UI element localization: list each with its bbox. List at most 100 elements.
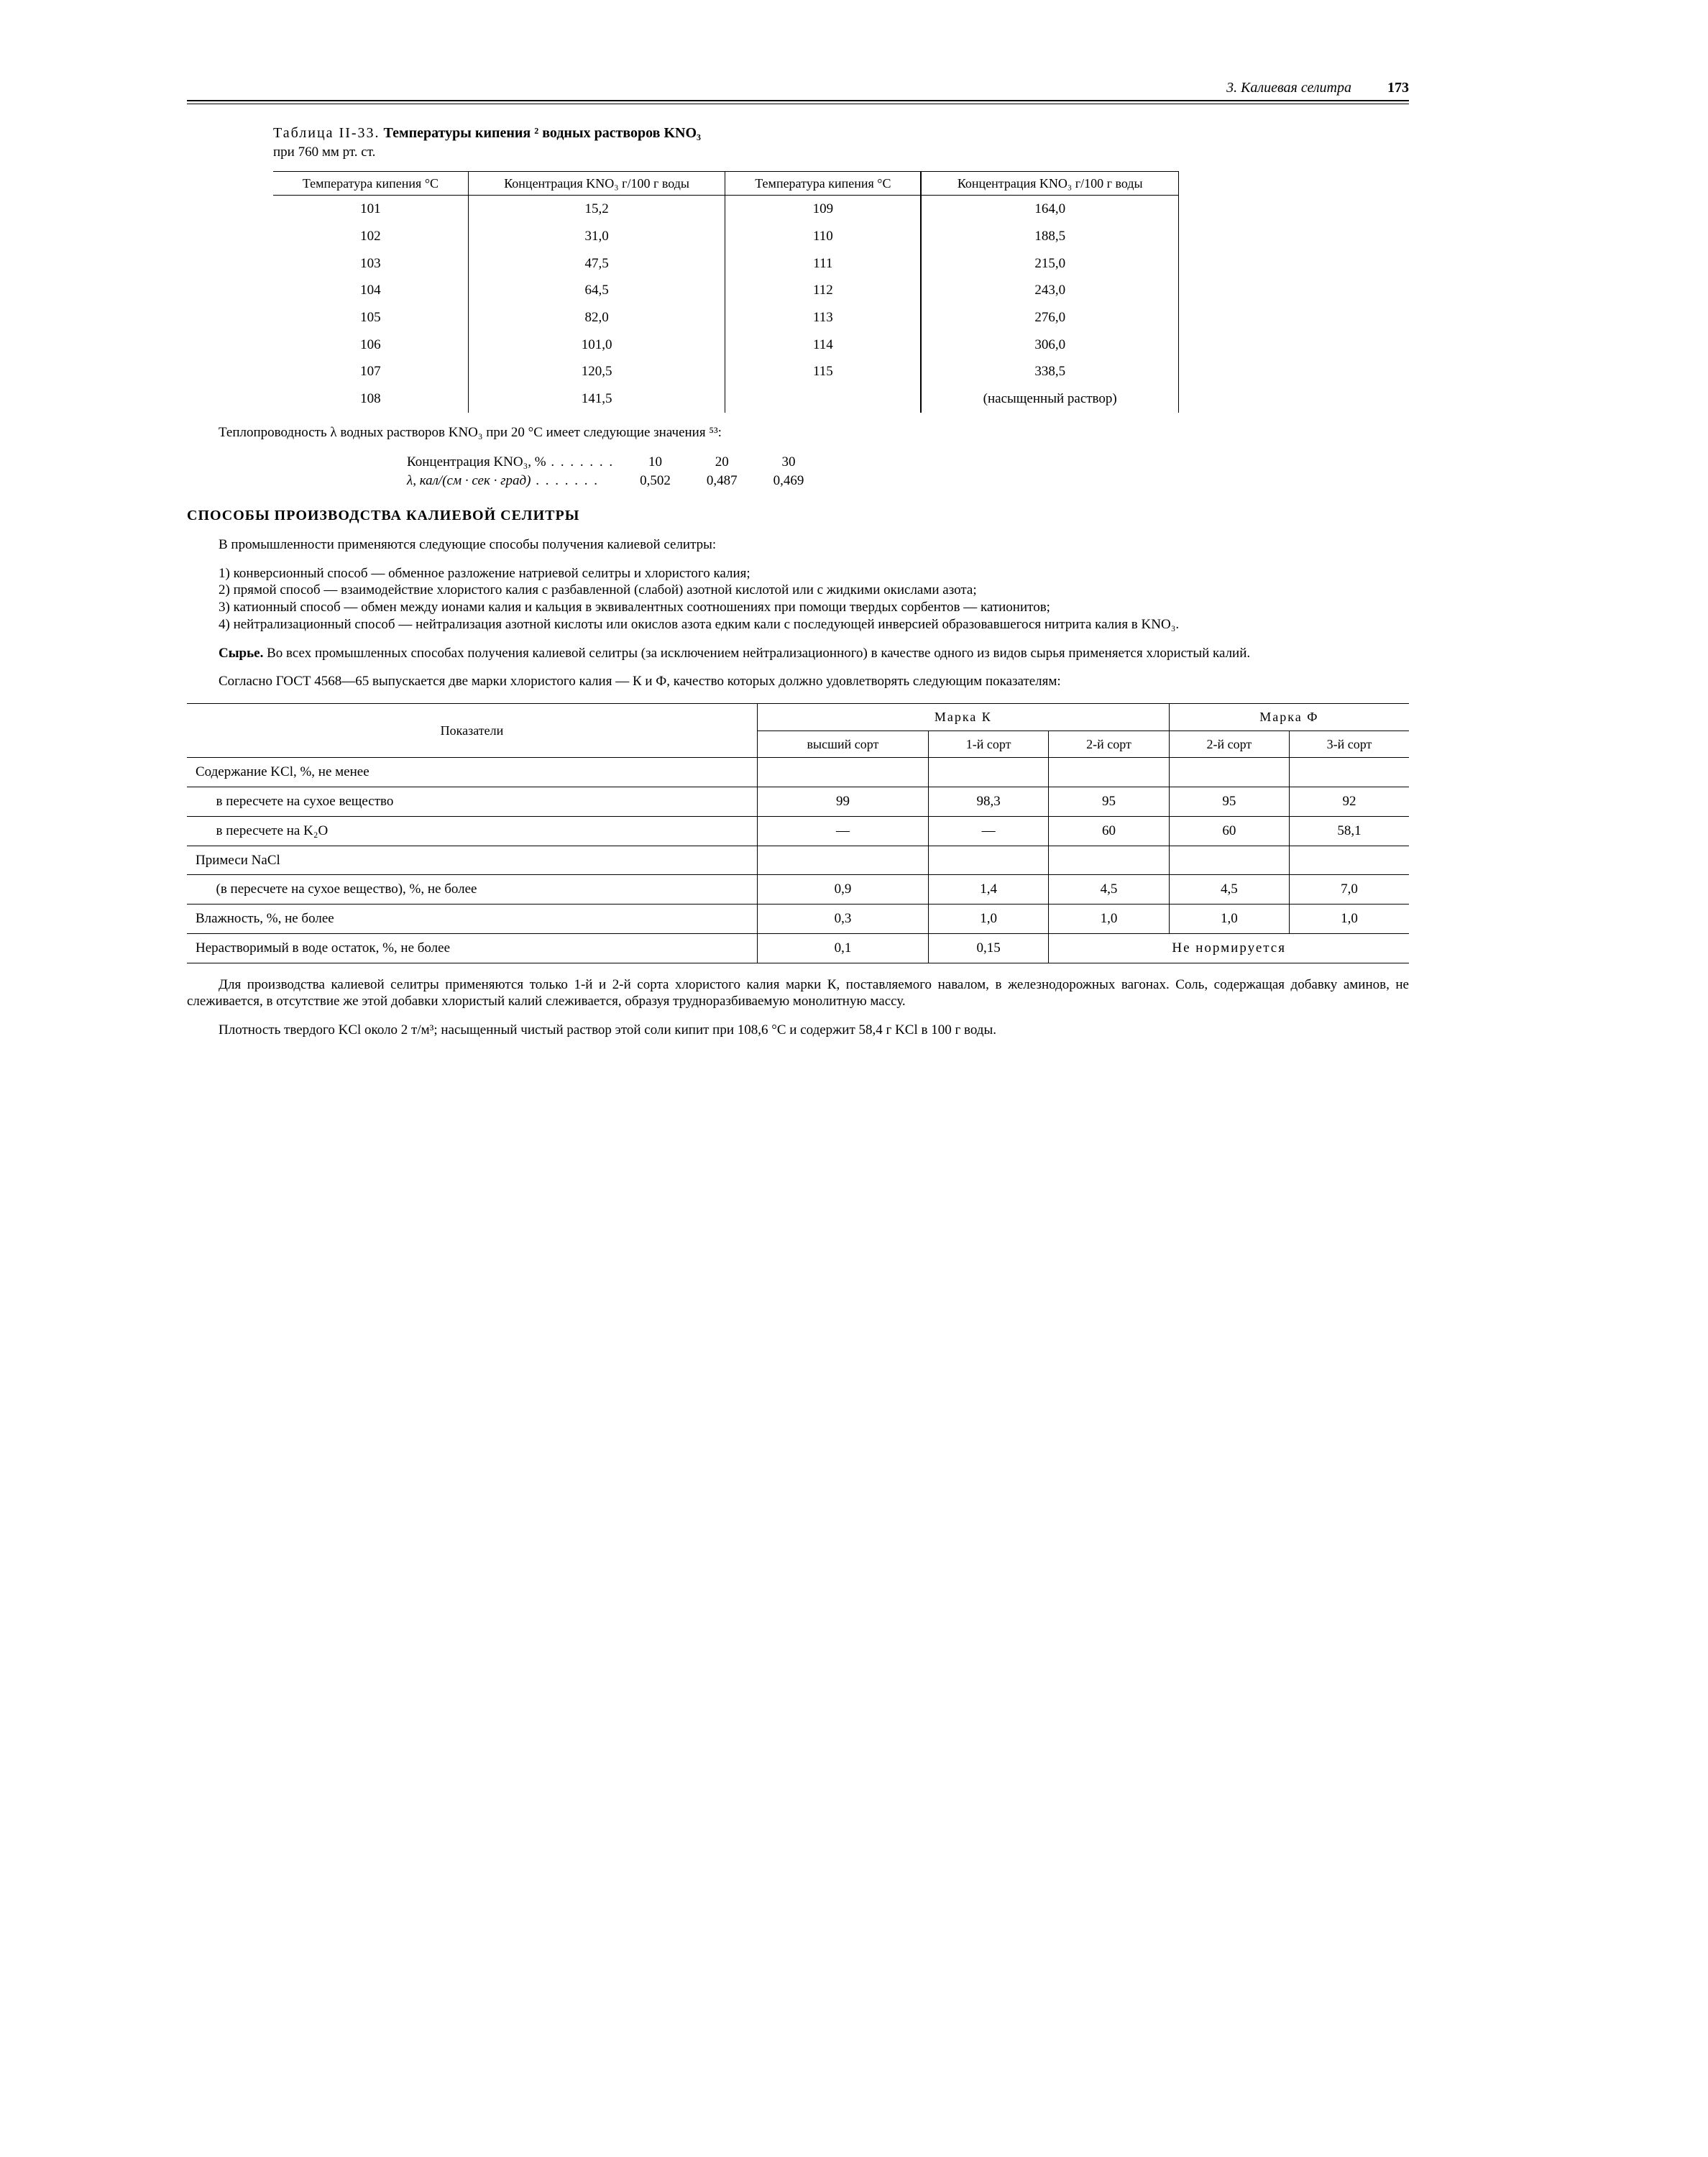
t2-cell: —	[757, 816, 928, 846]
table33-number: Таблица II-33.	[273, 125, 380, 141]
t2-cell	[1169, 758, 1289, 787]
t33-cell: 101,0	[468, 331, 725, 359]
t2-row-label: Нерастворимый в воде остаток, %, не боле…	[187, 933, 757, 963]
t2-cell: 0,3	[757, 905, 928, 934]
tt-r2-v3: 0,469	[756, 472, 822, 490]
t2-row-label: Содержание KCl, %, не менее	[187, 758, 757, 787]
t33-cell: 164,0	[921, 196, 1178, 223]
t2-cell	[1049, 846, 1169, 875]
t2-cell	[1049, 758, 1169, 787]
method-2: 2) прямой способ — взаимодействие хлорис…	[187, 582, 1409, 599]
tt-r1-v2: 20	[689, 454, 755, 471]
tt-r1-label: Концентрация KNO₃, %	[390, 454, 621, 471]
t2-cell: 99	[757, 787, 928, 817]
tt-r2-v2: 0,487	[689, 472, 755, 490]
method-1: 1) конверсионный способ — обменное разло…	[187, 565, 1409, 582]
t33-h2: Концентрация KNO₃ г/100 г воды	[468, 171, 725, 196]
t2-h-c1: высший сорт	[757, 731, 928, 758]
t2-row-label: в пересчете на K₂O	[187, 816, 757, 846]
t33-cell: 276,0	[921, 304, 1178, 331]
t33-cell: 103	[273, 250, 468, 278]
page: 3. Калиевая селитра 173 Таблица II-33. Т…	[187, 79, 1409, 1039]
t2-cell: 95	[1049, 787, 1169, 817]
t2-row-label: в пересчете на сухое вещество	[187, 787, 757, 817]
method-4: 4) нейтрализационный способ — нейтрализа…	[187, 616, 1409, 633]
t2-cell	[757, 758, 928, 787]
t2-cell	[929, 846, 1049, 875]
t33-cell: 114	[725, 331, 922, 359]
section-title: 3. Калиевая селитра	[1226, 79, 1351, 97]
t2-cell: 1,4	[929, 875, 1049, 905]
t2-cell: 4,5	[1169, 875, 1289, 905]
t33-cell: (насыщенный раствор)	[921, 385, 1178, 413]
t2-cell	[757, 846, 928, 875]
t33-cell: 111	[725, 250, 922, 278]
t2-h-indicator: Показатели	[187, 704, 757, 758]
t2-cell: 1,0	[1049, 905, 1169, 934]
thermal-intro: Теплопроводность λ водных растворов KNO₃…	[187, 424, 1409, 441]
t33-cell: 113	[725, 304, 922, 331]
t33-cell: 107	[273, 358, 468, 385]
t2-cell: —	[929, 816, 1049, 846]
t2-cell: 60	[1169, 816, 1289, 846]
t33-cell: 31,0	[468, 223, 725, 250]
t2-h-c5: 3-й сорт	[1290, 731, 1409, 758]
t33-cell: 47,5	[468, 250, 725, 278]
t33-cell: 105	[273, 304, 468, 331]
t33-cell: 338,5	[921, 358, 1178, 385]
thermal-table: Концентрация KNO₃, % 10 20 30 λ, кал/(см…	[388, 452, 822, 491]
t33-h3: Температура кипения °C	[725, 171, 922, 196]
kcl-quality-table: Показатели Марка К Марка Ф высший сорт 1…	[187, 703, 1409, 963]
t2-cell: 92	[1290, 787, 1409, 817]
table33-title: Температуры кипения ² водных растворов K…	[384, 125, 702, 141]
t33-cell: 64,5	[468, 277, 725, 304]
t2-row-label: (в пересчете на сухое вещество), %, не б…	[187, 875, 757, 905]
page-number: 173	[1387, 79, 1409, 97]
tt-r1-v3: 30	[756, 454, 822, 471]
t2-cell: Не нормируется	[1049, 933, 1409, 963]
t2-cell: 1,0	[1169, 905, 1289, 934]
t33-cell: 243,0	[921, 277, 1178, 304]
t2-cell	[1169, 846, 1289, 875]
t33-cell: 115	[725, 358, 922, 385]
t33-cell: 215,0	[921, 250, 1178, 278]
table33: Температура кипения °C Концентрация KNO₃…	[273, 171, 1179, 413]
tt-r2-label: λ, кал/(см · сек · град)	[390, 472, 621, 490]
running-header: 3. Калиевая селитра 173	[187, 79, 1409, 97]
table33-subcaption: при 760 мм рт. ст.	[273, 144, 1409, 161]
after-para-2: Плотность твердого KCl около 2 т/м³; нас…	[187, 1022, 1409, 1039]
t33-cell: 104	[273, 277, 468, 304]
t2-cell: 95	[1169, 787, 1289, 817]
t2-cell: 0,9	[757, 875, 928, 905]
t33-cell: 106	[273, 331, 468, 359]
method-3: 3) катионный способ — обмен между ионами…	[187, 599, 1409, 616]
tt-r1-v1: 10	[623, 454, 688, 471]
t2-h-c4: 2-й сорт	[1169, 731, 1289, 758]
after-para-1: Для производства калиевой селитры примен…	[187, 976, 1409, 1011]
table33-caption: Таблица II-33. Температуры кипения ² вод…	[273, 124, 1409, 142]
t33-cell: 82,0	[468, 304, 725, 331]
gost-para: Согласно ГОСТ 4568—65 выпускается две ма…	[187, 673, 1409, 690]
t2-row-label: Примеси NaCl	[187, 846, 757, 875]
t33-h1: Температура кипения °C	[273, 171, 468, 196]
t2-row-label: Влажность, %, не более	[187, 905, 757, 934]
t33-cell: 15,2	[468, 196, 725, 223]
t33-cell: 141,5	[468, 385, 725, 413]
t33-cell: 112	[725, 277, 922, 304]
t2-cell: 0,1	[757, 933, 928, 963]
tt-r2-v1: 0,502	[623, 472, 688, 490]
t2-cell	[929, 758, 1049, 787]
t33-cell: 188,5	[921, 223, 1178, 250]
header-rule	[187, 100, 1409, 104]
t2-cell: 7,0	[1290, 875, 1409, 905]
t2-cell	[1290, 758, 1409, 787]
intro-para: В промышленности применяются следующие с…	[187, 536, 1409, 554]
t2-cell: 98,3	[929, 787, 1049, 817]
t33-cell	[725, 385, 922, 413]
t2-cell	[1290, 846, 1409, 875]
t2-cell: 0,15	[929, 933, 1049, 963]
t33-cell: 306,0	[921, 331, 1178, 359]
t33-cell: 120,5	[468, 358, 725, 385]
t33-cell: 109	[725, 196, 922, 223]
t2-cell: 4,5	[1049, 875, 1169, 905]
